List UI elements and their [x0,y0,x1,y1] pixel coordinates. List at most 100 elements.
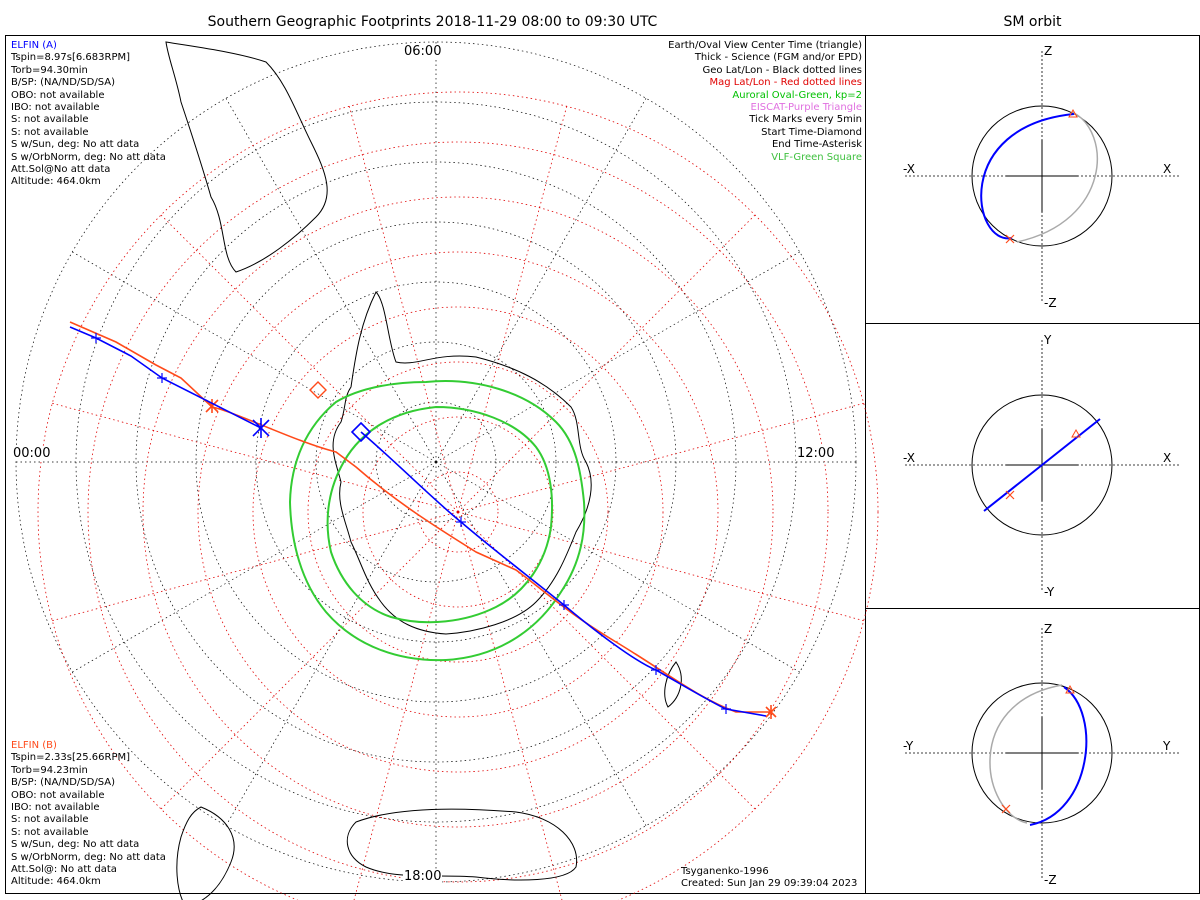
mag-lon-line [457,511,563,900]
legend-entry: Geo Lat/Lon - Black dotted lines [702,64,862,76]
sm-panel-yz [905,628,1179,878]
mag-lat-circle [142,196,774,828]
legend-entry: Earth/Oval View Center Time (triangle) [668,40,862,51]
credit-block: Tsyganenko-1996 Created: Sun Jan 29 09:3… [681,866,857,891]
mag-lat-circle [307,361,609,663]
antarctica-coastline [332,291,592,635]
info-line: Tspin=2.33s[25.66RPM] [11,752,131,764]
info-line: Att.Sol@: No att data [11,864,117,876]
africa-coastline [176,806,235,900]
info-line: S w/OrbNorm, deg: No att data [11,851,166,863]
sm2-top-label: Z [1044,622,1053,636]
sm-elfin-b-marker [1065,684,1075,694]
mag-lat-circle [37,91,879,900]
mag-lat-circle [417,471,499,553]
geo-lat-circle [315,341,557,583]
mag-lon-line [52,402,459,513]
model-name: Tsyganenko-1996 [681,866,769,877]
geo-grid-dotted [15,41,857,883]
legend-entry: Start Time-Diamond [761,126,862,138]
sm-orbit-back [989,684,1063,824]
sm-elfin-b-asterisk [1005,234,1015,244]
auroral-oval-inner [326,405,554,624]
geo-lon-line [435,461,800,673]
geo-lon-line [225,461,437,826]
legend-entry: VLF-Green Square [771,151,862,163]
elfin-b-name: ELFIN (B) [11,740,57,751]
info-line: Torb=94.23min [11,764,88,776]
clock-label-top: 06:00 [403,44,443,59]
australia-coastline [346,808,578,881]
mag-lon-line [160,511,459,810]
elfin-a-track [69,326,767,717]
info-line: S: not available [11,814,89,826]
sm0-top-label: Z [1044,44,1053,58]
mag-lat-circle [197,251,719,773]
info-line: S w/OrbNorm, deg: No att data [11,151,166,163]
info-line: B/SP: (NA/ND/SD/SA) [11,777,115,789]
legend-entry: Mag Lat/Lon - Red dotted lines [709,77,862,89]
info-line: S w/Sun, deg: No att data [11,839,140,851]
legend-entry: Tick Marks every 5min [749,114,862,126]
elfin-b-info-block: ELFIN (B) Tspin=2.33s[25.66RPM] Torb=94.… [11,740,166,889]
south-america-coastline [165,41,328,273]
coastlines [165,41,682,900]
geo-lat-circle [135,161,737,763]
sm1-right-label: X [1163,451,1172,465]
created-timestamp: Created: Sun Jan 29 09:39:04 2023 [681,878,858,890]
legend: Earth/Oval View Center Time (triangle) T… [560,40,862,164]
info-line: IBO: not available [11,102,100,114]
info-line: OBO: not available [11,789,105,801]
clock-label-left: 00:00 [12,446,52,461]
clock-label-bottom: 18:00 [403,869,443,884]
info-line: Tspin=8.97s[6.683RPM] [11,52,131,64]
geo-lon-line [435,251,800,463]
info-line: S: not available [11,126,89,138]
info-line: S: not available [11,826,89,838]
mag-lat-circle [252,306,664,718]
sm0-left-label: -X [903,162,915,176]
sm-elfin-b-marker [1068,108,1078,118]
polar-map [15,41,879,900]
legend-entry: Thick - Science (FGM and/or EPD) [694,52,862,64]
geo-lon-line [72,251,437,463]
elfin-a-tick-marks [91,333,731,714]
sm0-bottom-label: -Z [1044,296,1057,310]
sm-orbit-elfin-a [983,418,1101,512]
sm0-right-label: X [1163,162,1172,176]
sm2-bottom-label: -Z [1044,873,1057,887]
elfin-b-track-line [69,321,771,713]
info-line: Att.Sol@No att data [11,164,111,176]
sm-earth-circle [971,682,1113,824]
mag-lon-line [457,214,756,513]
info-line: Altitude: 464.0km [11,176,101,188]
sm2-left-label: -Y [903,739,914,753]
mag-lon-line [457,511,864,622]
sm-panel-xz [905,51,1179,301]
sm2-right-label: Y [1163,739,1171,753]
sm-elfin-b-asterisk [1001,804,1011,814]
sm1-left-label: -X [903,451,915,465]
sm1-bottom-label: -Y [1044,585,1055,599]
sm-elfin-b-marker [1071,428,1081,438]
info-line: IBO: not available [11,802,100,814]
elfin-b-start-diamond [309,381,327,399]
sm-orbit-elfin-a [980,113,1075,240]
mag-lat-circle [87,141,829,883]
info-line: Torb=94.30min [11,64,88,76]
sm-orbit-elfin-a [1029,686,1088,826]
info-line: Altitude: 464.0km [11,876,101,888]
info-line: B/SP: (NA/ND/SD/SA) [11,77,115,89]
sm1-top-label: Y [1044,333,1052,347]
auroral-oval-outer [288,380,586,662]
sm-orbit-title: SM orbit [1003,14,1062,30]
sm-earth-circle [971,394,1113,536]
mag-lon-line [348,106,459,513]
legend-entry: Auroral Oval-Green, kp=2 [732,89,862,101]
legend-entry: EISCAT-Purple Triangle [750,102,863,114]
info-line: OBO: not available [11,89,105,101]
elfin-b-end-asterisk [765,705,777,719]
mag-lon-line [160,214,459,513]
elfin-a-name: ELFIN (A) [11,40,57,51]
elfin-a-start-diamond [350,421,372,443]
